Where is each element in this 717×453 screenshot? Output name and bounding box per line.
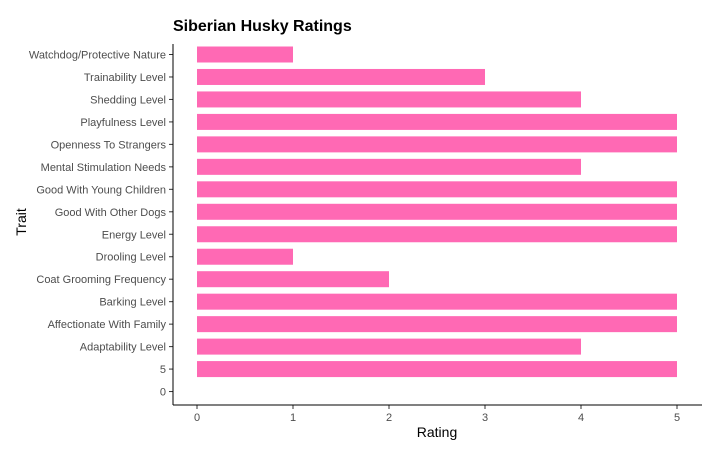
y-axis-ticks: Watchdog/Protective Nature Trainability L… bbox=[29, 50, 173, 399]
y-tick-label-adaptability-level: Adaptability Level bbox=[80, 342, 166, 354]
bar-watchdog-protective-nature bbox=[197, 46, 293, 63]
bar-energy-level bbox=[197, 226, 677, 243]
y-tick-label-shedding-level: Shedding Level bbox=[90, 94, 166, 106]
bar-adaptability-level bbox=[197, 338, 581, 355]
y-tick-label-good-with-other-dogs: Good With Other Dogs bbox=[55, 207, 167, 219]
y-tick-label-mental-stimulation-needs: Mental Stimulation Needs bbox=[41, 162, 167, 174]
bar-coat-grooming-frequency bbox=[197, 271, 389, 288]
bars-layer bbox=[197, 46, 677, 378]
y-tick-label-trainability-level: Trainability Level bbox=[84, 72, 166, 84]
y-tick-label-0: 0 bbox=[160, 387, 166, 399]
bar-shedding-level bbox=[197, 91, 581, 108]
bar-good-with-young-children bbox=[197, 181, 677, 198]
y-tick-label-energy-level: Energy Level bbox=[102, 229, 166, 241]
y-tick-label-playfulness-level: Playfulness Level bbox=[80, 117, 166, 129]
x-axis-title: Rating bbox=[417, 424, 457, 440]
bar-trainability-level bbox=[197, 68, 485, 85]
x-tick-label-3: 3 bbox=[482, 412, 488, 424]
x-tick-label-4: 4 bbox=[578, 412, 584, 424]
x-tick-label-1: 1 bbox=[290, 412, 296, 424]
y-axis-title: Trait bbox=[13, 208, 29, 236]
y-tick-label-affectionate-with-family: Affectionate With Family bbox=[48, 319, 167, 331]
bar-mental-stimulation-needs bbox=[197, 158, 581, 175]
chart-title: Siberian Husky Ratings bbox=[173, 18, 352, 35]
bar-playfulness-level bbox=[197, 113, 677, 130]
y-tick-label-barking-level: Barking Level bbox=[99, 297, 166, 309]
x-axis-ticks: 0 1 2 3 4 5 bbox=[194, 405, 680, 424]
x-tick-label-0: 0 bbox=[194, 412, 200, 424]
y-tick-label-good-with-young-children: Good With Young Children bbox=[36, 184, 166, 196]
bar-affectionate-with-family bbox=[197, 316, 677, 333]
y-tick-label-drooling-level: Drooling Level bbox=[96, 252, 166, 264]
y-tick-label-coat-grooming-frequency: Coat Grooming Frequency bbox=[36, 274, 166, 286]
bar-good-with-other-dogs bbox=[197, 203, 677, 220]
y-tick-label-openness-to-strangers: Openness To Strangers bbox=[51, 139, 167, 151]
y-tick-label-5: 5 bbox=[160, 364, 166, 376]
bar-barking-level bbox=[197, 293, 677, 310]
x-tick-label-2: 2 bbox=[386, 412, 392, 424]
bar-drooling-level bbox=[197, 248, 293, 265]
bar-openness-to-strangers bbox=[197, 136, 677, 153]
x-tick-label-5: 5 bbox=[674, 412, 680, 424]
bar-5 bbox=[197, 361, 677, 378]
y-tick-label-watchdog-protective-nature: Watchdog/Protective Nature bbox=[29, 50, 166, 62]
